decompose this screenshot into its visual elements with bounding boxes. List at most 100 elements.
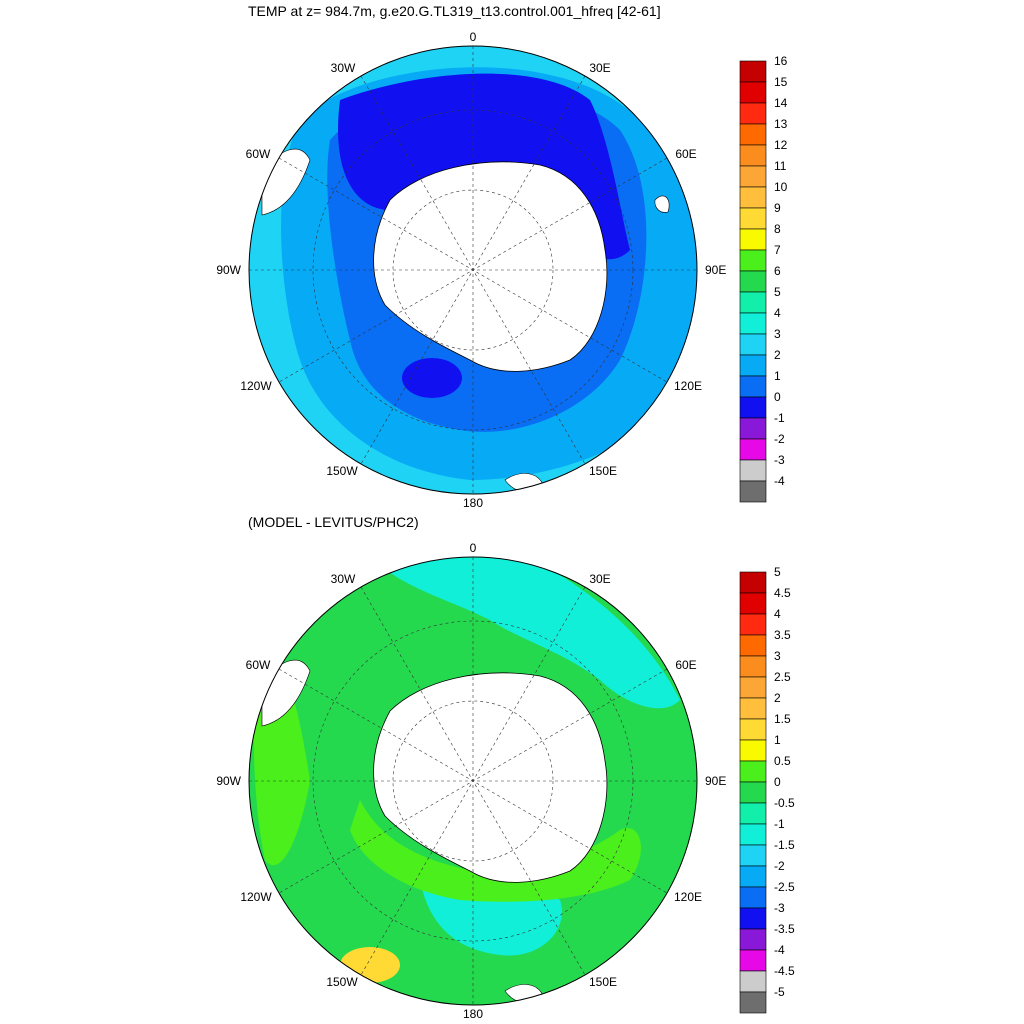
panel1-colorbar-box-14 bbox=[739, 354, 767, 377]
panel1-colorbar-box-2 bbox=[739, 102, 767, 125]
panel2-colorbar-label-14: -2 bbox=[774, 859, 785, 873]
panel2-colorbar-label-20: -5 bbox=[774, 985, 785, 999]
panel2-colorbar-label-9: 0.5 bbox=[774, 754, 791, 768]
panel1-lon-label-150w: 150W bbox=[326, 464, 358, 478]
panel1-colorbar-label-12: 4 bbox=[774, 306, 781, 320]
panel1-lon-label-120e: 120E bbox=[674, 379, 702, 393]
panel2-colorbar-label-2: 4 bbox=[774, 607, 781, 621]
panel1-colorbar-label-4: 12 bbox=[774, 138, 788, 152]
panel2-colorbar-box-17 bbox=[739, 928, 767, 951]
panel1-colorbar-box-7 bbox=[739, 207, 767, 230]
panel2-colorbar-label-15: -2.5 bbox=[774, 880, 795, 894]
panel1-colorbar-label-7: 9 bbox=[774, 201, 781, 215]
panel1-colorbar-label-11: 5 bbox=[774, 285, 781, 299]
panel1-colorbar-box-10 bbox=[739, 270, 767, 293]
panel1-lon-label-90e: 90E bbox=[705, 263, 726, 277]
panel1-lon-label-60e: 60E bbox=[675, 147, 696, 161]
panel2-graticule bbox=[249, 557, 697, 1005]
panel2-colorbar-box-2 bbox=[739, 613, 767, 636]
panel1-colorbar-box-1 bbox=[739, 81, 767, 104]
panel2-lon-label-60e: 60E bbox=[675, 658, 696, 672]
panel1-colorbar-label-17: -1 bbox=[774, 411, 785, 425]
panel2-colorbar-label-8: 1 bbox=[774, 733, 781, 747]
panel1-colorbar-box-4 bbox=[739, 144, 767, 167]
panel1-lon-label-30e: 30E bbox=[589, 61, 610, 75]
panel1-colorbar-box-9 bbox=[739, 249, 767, 272]
panel2-colorbar-box-7 bbox=[739, 718, 767, 741]
panel1-colorbar-label-14: 2 bbox=[774, 348, 781, 362]
panel2-colorbar-box-18 bbox=[739, 949, 767, 972]
panel2-cool-top bbox=[380, 557, 680, 709]
panel2-colorbar-box-11 bbox=[739, 802, 767, 825]
panel2-colorbar-box-15 bbox=[739, 886, 767, 909]
panel2-colorbar-box-12 bbox=[739, 823, 767, 846]
panel1-colorbar-box-20 bbox=[739, 480, 767, 503]
panel2-colorbar-box-16 bbox=[739, 907, 767, 930]
panel1-africa bbox=[654, 195, 670, 213]
panel2-colorbar-label-16: -3 bbox=[774, 901, 785, 915]
panel2-lon-label-30e: 30E bbox=[589, 572, 610, 586]
panel2-title: (MODEL - LEVITUS/PHC2) bbox=[248, 514, 419, 530]
panel2-colorbar-box-10 bbox=[739, 781, 767, 804]
panel1-colorbar-label-16: 0 bbox=[774, 390, 781, 404]
panel2-colorbar-label-7: 1.5 bbox=[774, 712, 791, 726]
panel2-colorbar-box-0 bbox=[739, 571, 767, 594]
panel2-lon-label-120e: 120E bbox=[674, 890, 702, 904]
panel2-colorbar-label-6: 2 bbox=[774, 691, 781, 705]
panel1-lon-label-60w: 60W bbox=[246, 147, 271, 161]
panel2-colorbar-label-17: -3.5 bbox=[774, 922, 795, 936]
panel2-map: 0 180 90W 90E 30W 30E 60W 60E 120W 120E … bbox=[216, 541, 726, 1021]
panel1-colorbar-box-16 bbox=[739, 396, 767, 419]
panel1-colorbar-label-15: 1 bbox=[774, 369, 781, 383]
panel2-colorbar-box-9 bbox=[739, 760, 767, 783]
panel2-colorbar-label-12: -1 bbox=[774, 817, 785, 831]
panel2-colorbar-box-4 bbox=[739, 655, 767, 678]
panel2-lon-label-30w: 30W bbox=[331, 572, 356, 586]
panel2-lon-label-90e: 90E bbox=[705, 774, 726, 788]
panel2-colorbar-label-13: -1.5 bbox=[774, 838, 795, 852]
panel1-colorbar-label-19: -3 bbox=[774, 453, 785, 467]
panel1-lon-label-150e: 150E bbox=[589, 464, 617, 478]
panel1-colorbar-box-13 bbox=[739, 333, 767, 356]
panel1-lon-label-120w: 120W bbox=[240, 379, 272, 393]
panel1-colorbar-box-19 bbox=[739, 459, 767, 482]
panel2-colorbar-box-3 bbox=[739, 634, 767, 657]
panel2-antarctica bbox=[373, 672, 608, 883]
panel1-colorbar-box-8 bbox=[739, 228, 767, 251]
panel2-colorbar-label-19: -4.5 bbox=[774, 964, 795, 978]
panel1-lon-label-0: 0 bbox=[470, 30, 477, 44]
panel1-colorbar-box-6 bbox=[739, 186, 767, 209]
panel2-colorbar-label-4: 3 bbox=[774, 649, 781, 663]
panel2-colorbar-box-14 bbox=[739, 865, 767, 888]
panel1-title: TEMP at z= 984.7m, g.e20.G.TL319_t13.con… bbox=[248, 3, 661, 19]
panel1-colorbar-box-12 bbox=[739, 312, 767, 335]
panel2-colorbar-label-11: -0.5 bbox=[774, 796, 795, 810]
panel1-colorbar-label-2: 14 bbox=[774, 96, 788, 110]
panel2-lon-label-150e: 150E bbox=[589, 975, 617, 989]
panel2-colorbar-label-1: 4.5 bbox=[774, 586, 791, 600]
panel2-colorbar-box-5 bbox=[739, 676, 767, 699]
panel2-colorbar-label-10: 0 bbox=[774, 775, 781, 789]
panel1-colorbar-label-5: 11 bbox=[774, 159, 787, 173]
panel1-map: 0 180 90W 90E 30W 30E 60W 60E 120W 120E … bbox=[216, 30, 726, 510]
panel1-colorbar-label-0: 16 bbox=[774, 54, 788, 68]
panel1-colorbar-box-18 bbox=[739, 438, 767, 461]
panel1-colorbar-box-15 bbox=[739, 375, 767, 398]
panel1-colorbar-box-17 bbox=[739, 417, 767, 440]
panel2-colorbar-box-13 bbox=[739, 844, 767, 867]
panel2-warm-ring bbox=[350, 800, 641, 902]
panel1-map-border bbox=[248, 45, 698, 495]
panel2-colorbar: 5 4.5 4 3.5 3 2.5 2 1.5 1 0.5 0 -0.5 -1 -1.5 -2 -2.5 -3 -… bbox=[739, 565, 795, 1014]
panel1-colorbar-label-13: 3 bbox=[774, 327, 781, 341]
panel2-colorbar-box-1 bbox=[739, 592, 767, 615]
panel1-colorbar-label-3: 13 bbox=[774, 117, 788, 131]
panel2-colorbar-box-6 bbox=[739, 697, 767, 720]
panel1-lon-label-90w: 90W bbox=[216, 263, 241, 277]
panel2-lon-label-150w: 150W bbox=[326, 975, 358, 989]
panel2-lon-label-0: 0 bbox=[470, 541, 477, 555]
panel2-colorbar-label-5: 2.5 bbox=[774, 670, 791, 684]
panel1-colorbar-label-8: 8 bbox=[774, 222, 781, 236]
panel1-cold-patch bbox=[402, 358, 462, 398]
panel1-colorbar-label-18: -2 bbox=[774, 432, 785, 446]
